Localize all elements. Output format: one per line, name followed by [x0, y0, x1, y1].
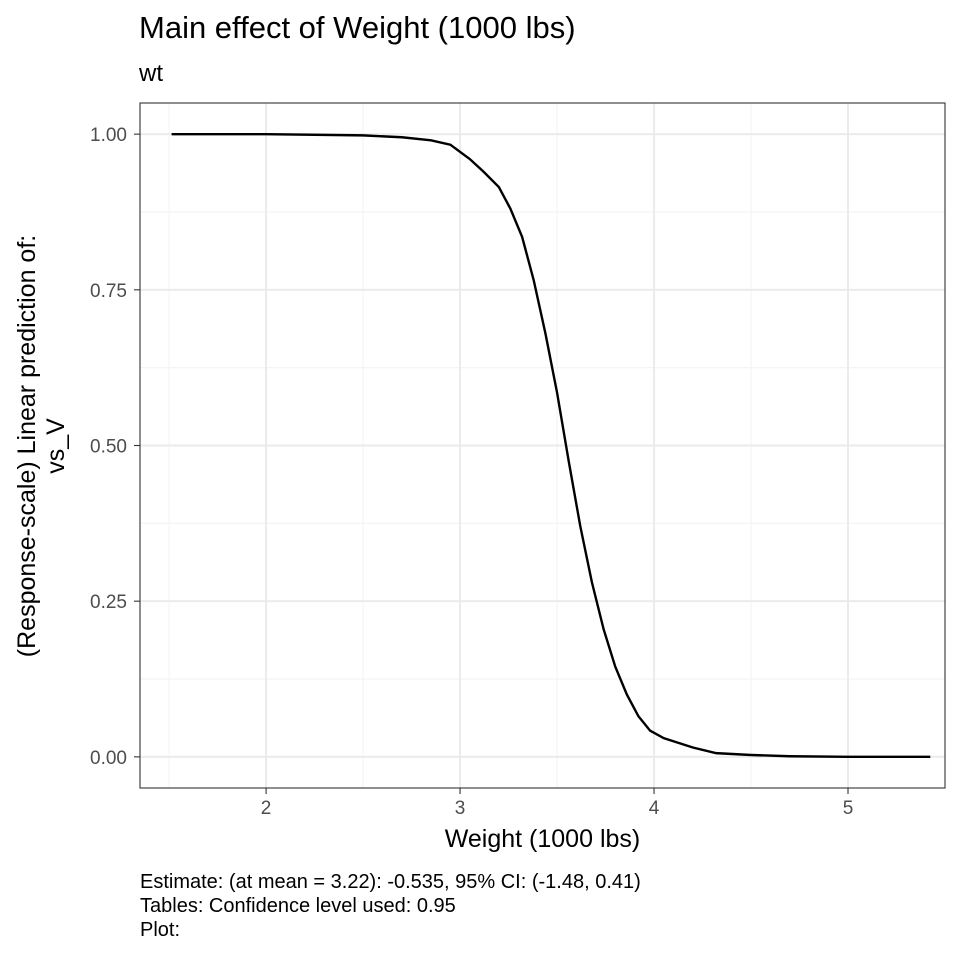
- y-tick-label: 0.25: [90, 592, 127, 613]
- plot-caption: Estimate: (at mean = 3.22): -0.535, 95% …: [140, 870, 641, 942]
- caption-plot: Plot:: [140, 919, 181, 941]
- chart-title: Main effect of Weight (1000 lbs): [139, 10, 576, 45]
- y-tick-label: 0.00: [90, 748, 127, 769]
- y-tick-label: 0.75: [90, 281, 127, 302]
- caption-tables: Tables: Confidence level used: 0.95: [140, 895, 456, 917]
- y-axis-ticks: 0.00 0.25 0.50 0.75 1.00: [90, 125, 140, 769]
- x-axis-ticks: 2 3 4 5: [261, 788, 854, 819]
- y-axis-label-line-2: vs_V: [42, 418, 70, 474]
- x-tick-label: 2: [261, 798, 272, 819]
- x-tick-label: 4: [649, 798, 660, 819]
- y-axis-label-line-1: (Response-scale) Linear prediction of:: [13, 234, 41, 658]
- y-tick-label: 1.00: [90, 125, 127, 146]
- x-axis-label: Weight (1000 lbs): [444, 825, 641, 853]
- x-tick-label: 5: [843, 798, 854, 819]
- chart-subtitle: wt: [139, 60, 163, 87]
- y-axis-label: (Response-scale) Linear prediction of: v…: [13, 96, 71, 796]
- caption-estimate: Estimate: (at mean = 3.22): -0.535, 95% …: [140, 871, 641, 893]
- major-grid: [140, 103, 945, 788]
- series-line: [171, 132, 931, 759]
- y-tick-label: 0.50: [90, 437, 127, 458]
- x-tick-label: 3: [455, 798, 466, 819]
